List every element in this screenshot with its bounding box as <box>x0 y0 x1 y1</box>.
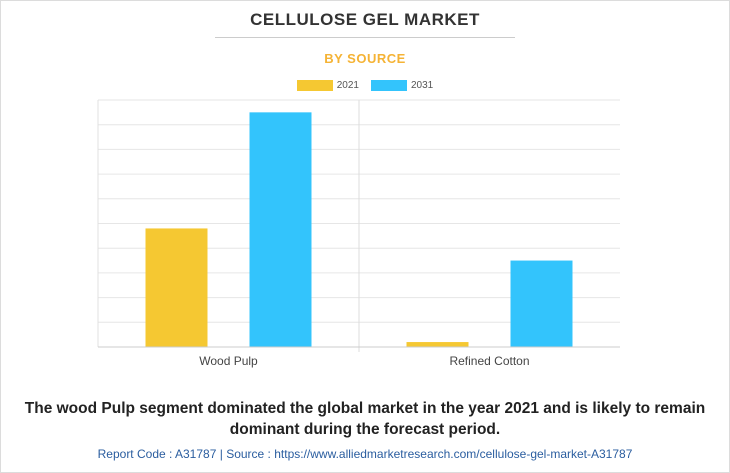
footer-separator: | <box>219 447 223 461</box>
legend-label-2031: 2031 <box>411 80 434 91</box>
legend: 2021 2031 <box>0 80 730 91</box>
x-tick-label: Refined Cotton <box>449 354 529 368</box>
source-link[interactable]: Source : https://www.alliedmarketresearc… <box>226 447 633 461</box>
legend-swatch-2031 <box>371 80 407 91</box>
chart-caption: The wood Pulp segment dominated the glob… <box>24 400 706 438</box>
bar-2031-wood-pulp <box>249 112 312 347</box>
legend-label-2021: 2021 <box>336 80 359 91</box>
legend-swatch-2021 <box>296 80 333 91</box>
bar-2021-refined-cotton <box>406 342 469 347</box>
chart-subtitle: BY SOURCE <box>324 51 406 66</box>
legend-item-2031[interactable]: 2031 <box>371 80 433 91</box>
bar-2031-refined-cotton <box>510 260 573 347</box>
bar-chart: Wood Pulp Refined Cotton <box>97 99 620 368</box>
footer: Report Code : A31787 | Source : https://… <box>0 447 730 461</box>
chart-title: CELLULOSE GEL MARKET <box>250 10 480 29</box>
report-code: Report Code : A31787 <box>97 447 217 461</box>
bar-2021-wood-pulp <box>145 228 208 347</box>
legend-item-2021[interactable]: 2021 <box>296 80 359 91</box>
title-divider <box>215 37 515 38</box>
x-tick-label: Wood Pulp <box>199 354 258 368</box>
